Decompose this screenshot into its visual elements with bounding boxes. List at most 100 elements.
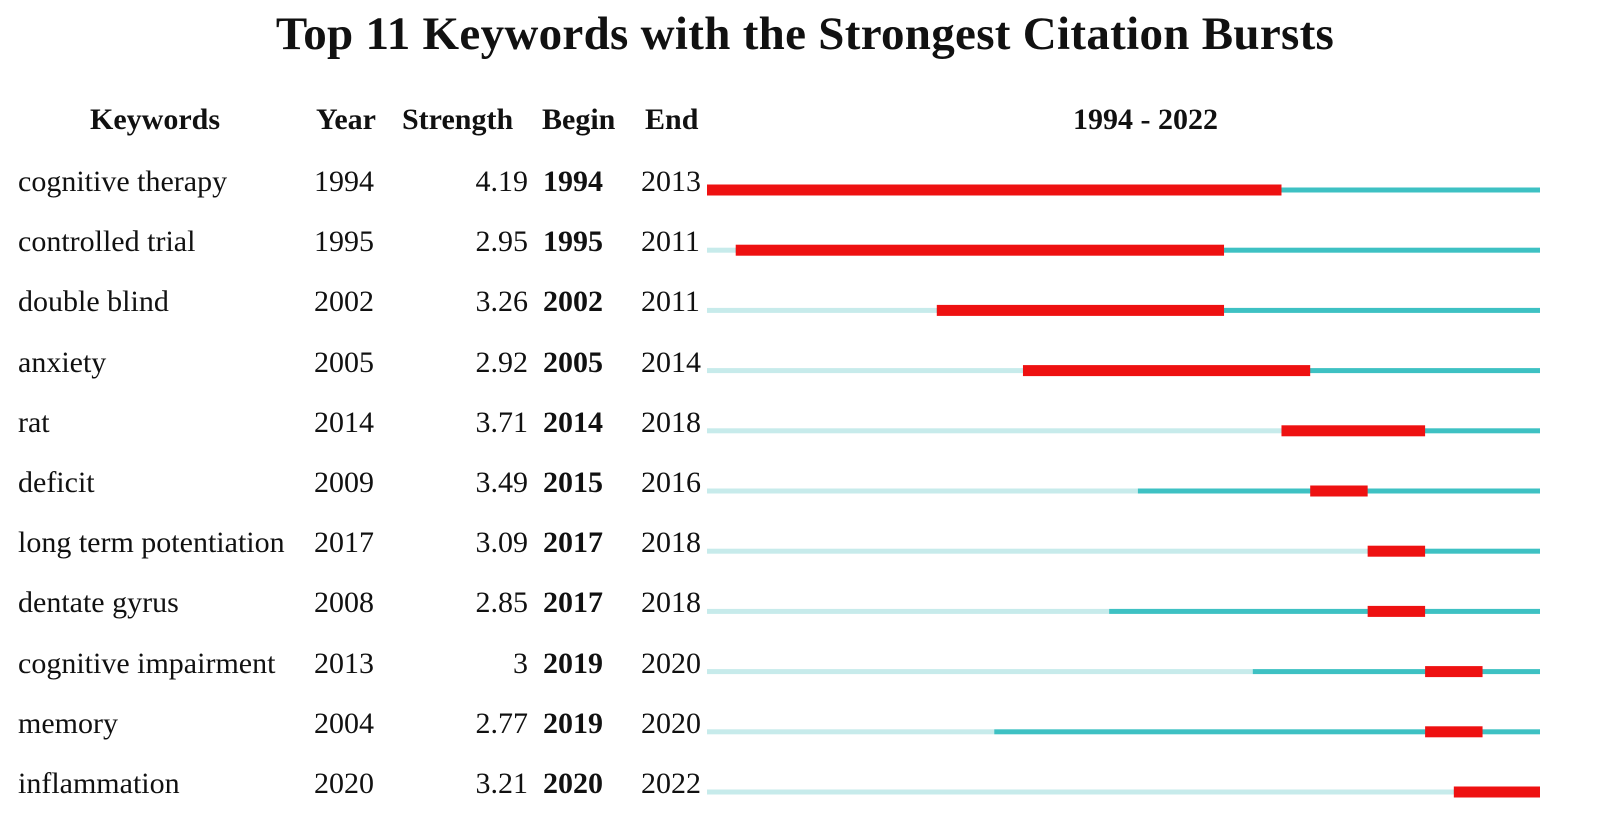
begin-cell: 2019 [543, 646, 603, 680]
end-cell: 2018 [641, 526, 701, 560]
end-cell: 2011 [641, 225, 700, 259]
burst-bar [1425, 666, 1483, 678]
header-keywords: Keywords [90, 103, 220, 136]
end-cell: 2020 [641, 646, 701, 680]
strength-cell: 3.49 [475, 466, 529, 499]
pre-year-segment [707, 428, 1282, 434]
table-row: anxiety 2005 2.92 2005 2014 [0, 343, 1610, 403]
keyword-cell: inflammation [18, 767, 180, 800]
strength-cell: 2.85 [475, 586, 529, 620]
table-row: controlled trial 1995 2.95 1995 2011 [0, 222, 1610, 282]
chart-title: Top 11 Keywords with the Strongest Citat… [275, 8, 1335, 60]
end-cell: 2016 [641, 466, 701, 499]
begin-cell: 2015 [543, 466, 603, 499]
active-segment [1367, 548, 1540, 554]
table-row: dentate gyrus 2008 2.85 2017 2018 [0, 583, 1610, 643]
active-segment [1109, 608, 1540, 614]
burst-bar [707, 184, 1282, 196]
end-cell: 2018 [641, 405, 701, 439]
year-cell: 2014 [314, 405, 374, 439]
header-end: End [645, 103, 699, 136]
header-strength: Strength [402, 103, 514, 136]
year-cell: 2005 [314, 345, 374, 379]
header-range: 1994 - 2022 [1073, 103, 1218, 136]
pre-year-segment [707, 669, 1253, 675]
burst-bar [735, 244, 1225, 256]
begin-cell: 2014 [543, 405, 603, 439]
keyword-cell: deficit [18, 466, 95, 499]
end-cell: 2013 [641, 165, 701, 198]
keyword-cell: anxiety [18, 345, 107, 379]
keyword-cell: controlled trial [18, 225, 196, 259]
begin-cell: 2002 [543, 285, 603, 319]
begin-cell: 2017 [543, 526, 603, 560]
strength-cell: 2.92 [475, 345, 529, 379]
burst-bar [1425, 726, 1483, 738]
keyword-cell: cognitive impairment [18, 646, 276, 680]
keyword-cell: cognitive therapy [18, 165, 228, 198]
strength-cell: 2.77 [475, 706, 529, 740]
table-row: memory 2004 2.77 2019 2020 [0, 704, 1610, 764]
end-cell: 2011 [641, 285, 700, 319]
pre-year-segment [707, 608, 1110, 614]
strength-cell: 3 [513, 646, 528, 680]
active-segment [936, 307, 1540, 313]
pre-year-segment [707, 548, 1368, 554]
keyword-cell: double blind [18, 285, 169, 319]
pre-year-segment [707, 488, 1138, 494]
keyword-cell: long term potentiation [18, 526, 285, 560]
strength-cell: 3.21 [475, 767, 529, 800]
end-cell: 2022 [641, 767, 701, 800]
table-row: deficit 2009 3.49 2015 2016 [0, 463, 1610, 523]
burst-bar [936, 304, 1225, 316]
active-segment [1252, 669, 1540, 675]
begin-cell: 1995 [543, 225, 603, 259]
year-cell: 2009 [314, 466, 374, 499]
pre-year-segment [707, 307, 937, 313]
begin-cell: 2020 [543, 767, 603, 800]
year-cell: 2020 [314, 767, 374, 800]
year-cell: 2017 [314, 526, 374, 560]
burst-bar [1453, 786, 1540, 798]
keyword-cell: memory [18, 706, 118, 740]
table-row: inflammation 2020 3.21 2020 2022 [0, 764, 1610, 824]
pre-year-segment [707, 247, 736, 253]
year-cell: 1995 [314, 225, 374, 259]
table-row: double blind 2002 3.26 2002 2011 [0, 282, 1610, 342]
burst-bar [1022, 365, 1311, 377]
header-year: Year [316, 103, 376, 136]
end-cell: 2020 [641, 706, 701, 740]
strength-cell: 3.09 [475, 526, 529, 560]
table-row: cognitive therapy 1994 4.19 1994 2013 [0, 162, 1610, 222]
year-cell: 2004 [314, 706, 374, 740]
table-row: long term potentiation 2017 3.09 2017 2018 [0, 523, 1610, 583]
year-cell: 2002 [314, 285, 374, 319]
strength-cell: 3.71 [475, 405, 529, 439]
burst-bar [1310, 485, 1368, 497]
begin-cell: 2005 [543, 345, 603, 379]
burst-bar [1367, 605, 1426, 617]
keyword-cell: dentate gyrus [18, 586, 179, 620]
table-row: cognitive impairment 2013 3 2019 2020 [0, 644, 1610, 704]
keyword-cell: rat [18, 405, 50, 439]
strength-cell: 3.26 [475, 285, 529, 319]
burst-bar [1367, 545, 1426, 557]
year-cell: 1994 [314, 165, 374, 198]
year-cell: 2008 [314, 586, 374, 620]
strength-cell: 2.95 [475, 225, 529, 259]
pre-year-segment [707, 789, 1454, 795]
pre-year-segment [707, 368, 1023, 374]
active-segment [994, 729, 1540, 735]
burst-bar [1281, 425, 1426, 437]
strength-cell: 4.19 [475, 165, 529, 198]
pre-year-segment [707, 729, 995, 735]
end-cell: 2018 [641, 586, 701, 620]
begin-cell: 2019 [543, 706, 603, 740]
table-row: rat 2014 3.71 2014 2018 [0, 403, 1610, 463]
header-begin: Begin [542, 103, 616, 136]
end-cell: 2014 [641, 345, 701, 379]
begin-cell: 2017 [543, 586, 603, 620]
begin-cell: 1994 [543, 165, 603, 198]
